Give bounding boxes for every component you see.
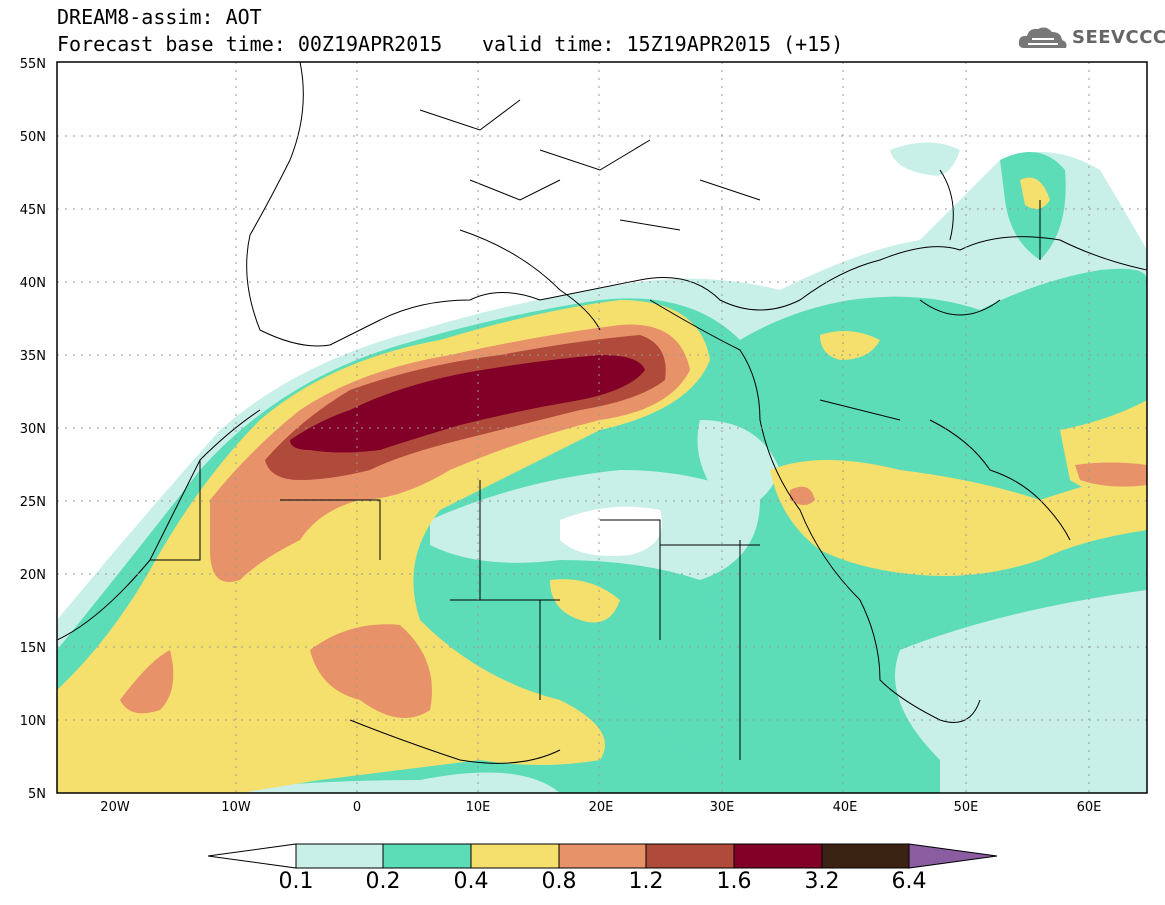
lon-label: 0 — [353, 800, 361, 815]
cloud-logo-icon — [1018, 27, 1067, 48]
forecast-base-time: Forecast base time: 00Z19APR2015 — [57, 32, 443, 56]
colorbar-level-label: 1.2 — [628, 869, 664, 894]
lon-label: 40E — [833, 800, 858, 815]
aot-contour-fields — [57, 62, 1147, 793]
lon-label: 10E — [466, 800, 491, 815]
colorbar-level-label: 0.4 — [453, 869, 489, 894]
lat-label: 5N — [28, 787, 46, 802]
colorbar-min-arrow — [207, 843, 297, 869]
lon-label: 30E — [710, 800, 735, 815]
lat-label: 20N — [20, 568, 46, 583]
lat-label: 50N — [20, 130, 46, 145]
lon-label: 10W — [221, 800, 251, 815]
latitude-labels: 55N 50N 45N 40N 35N 30N 25N 20N 15N 10N … — [20, 57, 46, 802]
colorbar-level-label: 1.6 — [716, 869, 752, 894]
map-frame — [56, 61, 1148, 794]
colorbar-max-arrow — [908, 843, 998, 869]
lon-label: 20W — [100, 800, 130, 815]
colorbar-bin — [470, 843, 560, 869]
colorbar-level-label: 6.4 — [891, 869, 927, 894]
colorbar-level-label: 0.8 — [541, 869, 577, 894]
longitude-labels: 20W 10W 0 10E 20E 30E 40E 50E 60E — [100, 800, 1101, 815]
map-title: DREAM8-assim: AOT — [57, 5, 262, 29]
coastlines-borders — [57, 62, 1147, 764]
map-gridlines — [57, 62, 1147, 793]
colorbar-bin — [645, 843, 735, 869]
colorbar-bin — [733, 843, 823, 869]
colorbar-bin — [558, 843, 647, 869]
lat-label: 35N — [20, 349, 46, 364]
colorbar-level-label: 3.2 — [804, 869, 840, 894]
colorbar-level-label: 0.1 — [278, 869, 314, 894]
lat-label: 25N — [20, 495, 46, 510]
lon-label: 60E — [1077, 800, 1102, 815]
colorbar-bin — [295, 843, 384, 869]
colorbar-bin — [821, 843, 910, 869]
lat-label: 15N — [20, 641, 46, 656]
colorbar — [207, 843, 998, 869]
lat-label: 40N — [20, 276, 46, 291]
lon-label: 20E — [589, 800, 614, 815]
logo-text: SEEVCCC — [1072, 27, 1165, 48]
valid-time: valid time: 15Z19APR2015 (+15) — [482, 32, 844, 56]
colorbar-bin — [382, 843, 472, 869]
lon-label: 50E — [954, 800, 979, 815]
lat-label: 55N — [20, 57, 46, 72]
lat-label: 10N — [20, 714, 46, 729]
lat-label: 45N — [20, 203, 46, 218]
lat-label: 30N — [20, 422, 46, 437]
colorbar-level-label: 0.2 — [365, 869, 401, 894]
